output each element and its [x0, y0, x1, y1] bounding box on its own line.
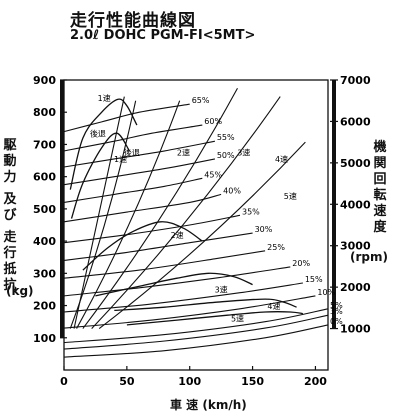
y-tick-label: 100	[33, 332, 56, 345]
gear-label: 1速	[114, 155, 127, 164]
gear-label: 2速	[177, 149, 190, 158]
y-tick-label: 400	[33, 235, 56, 248]
rpm-tick-label: 7000	[340, 74, 371, 87]
rpm-line	[82, 88, 238, 329]
chart-subtitle: 2.0ℓ DOHC PGM-FI<5MT>	[70, 28, 256, 43]
y-tick-label: 900	[33, 74, 56, 87]
gear-label: 5速	[231, 315, 244, 324]
engine-speed-lines	[69, 88, 306, 330]
gear-label: 5速	[284, 192, 297, 201]
tractive-force-curve	[95, 272, 253, 297]
axis-ticks: 1002003004005006007008009001000200030004…	[33, 74, 371, 388]
y-axis-left-label: 駆動力及び走行抵抗	[3, 138, 17, 293]
rpm-tick-label: 4000	[340, 198, 371, 211]
rpm-tick-label: 2000	[340, 281, 371, 294]
x-tick-label: 50	[119, 375, 135, 388]
resistance-label: 50%	[217, 151, 235, 160]
resistance-label: 60%	[204, 117, 222, 126]
y-axis-right-unit: (rpm)	[350, 250, 388, 264]
reverse-rpm-line	[73, 96, 125, 329]
resistance-label: 55%	[217, 133, 235, 142]
resistance-curve	[63, 295, 316, 329]
resistance-curve	[63, 103, 190, 133]
x-tick-label: 200	[304, 375, 327, 388]
resistance-curve	[63, 177, 203, 203]
tractive-force-curve	[69, 98, 138, 190]
chart-title: 走行性能曲線図	[70, 11, 196, 31]
resistance-label: 65%	[192, 96, 210, 105]
rpm-line	[98, 141, 306, 330]
y-axis-right-label: 機関回転速度	[373, 140, 387, 235]
resistance-curve	[63, 193, 222, 223]
resistance-curve	[63, 250, 266, 279]
resistance-label: 5%	[330, 301, 343, 310]
rpm-line	[91, 96, 281, 329]
tractive-force-curves	[69, 98, 303, 326]
plot-border	[63, 79, 329, 371]
resistance-curve	[63, 266, 291, 297]
gear-label: 4速	[275, 155, 288, 164]
x-tick-label: 150	[241, 375, 264, 388]
gear-label: 1速	[98, 94, 111, 103]
gear-label: 3速	[215, 286, 228, 295]
x-tick-label: 100	[178, 375, 201, 388]
rpm-tick-label: 1000	[340, 323, 371, 336]
gear-label: 2速	[171, 231, 184, 240]
resistance-curve	[63, 314, 329, 350]
rpm-tick-label: 5000	[340, 157, 371, 170]
tractive-force-curve	[126, 311, 303, 326]
gear-label: 4速	[267, 302, 280, 311]
rpm-tick-label: 6000	[340, 115, 371, 128]
y-tick-label: 700	[33, 138, 56, 151]
resistance-curve	[63, 124, 203, 152]
tractive-force-curve	[114, 298, 297, 312]
y-tick-label: 500	[33, 203, 56, 216]
resistance-curve	[63, 214, 241, 244]
resistance-curve	[63, 158, 216, 186]
resistance-curve	[63, 308, 329, 344]
resistance-label: 0%	[330, 317, 343, 326]
gear-label: 後退	[124, 148, 140, 158]
resistance-label: 15%	[305, 275, 323, 284]
gear-label: 3速	[237, 149, 250, 158]
resistance-label: 35%	[242, 207, 260, 216]
resistance-label: 3%	[330, 307, 343, 316]
gear-label: 後退	[90, 128, 106, 138]
rpm-tick-label: 3000	[340, 240, 371, 253]
resistance-curve	[63, 140, 216, 168]
resistance-label: 10%	[317, 288, 335, 297]
resistance-curve	[63, 232, 253, 261]
resistance-curve	[63, 282, 303, 313]
resistance-label: 45%	[204, 170, 222, 179]
resistance-label: 30%	[255, 225, 273, 234]
resistance-label: 20%	[292, 259, 310, 268]
running-resistance-curves: 65% 60% 55% 50% 45%40% 35% 30% 25% 20% 15% 10% 5%3%…	[63, 96, 343, 358]
resistance-curve	[63, 324, 329, 358]
y-tick-label: 800	[33, 106, 56, 119]
resistance-label: 25%	[267, 243, 285, 252]
y-tick-label: 200	[33, 300, 56, 313]
resistance-label: 40%	[223, 186, 241, 195]
tractive-force-curve	[82, 221, 203, 271]
rpm-line	[76, 100, 181, 329]
y-tick-label: 300	[33, 267, 56, 280]
reverse-force-curve	[70, 132, 130, 219]
y-axis-left-unit: (kg)	[6, 284, 34, 298]
x-tick-label: 0	[60, 375, 68, 388]
y-tick-label: 600	[33, 171, 56, 184]
x-axis-label: 車 速 (km/h)	[170, 398, 247, 412]
